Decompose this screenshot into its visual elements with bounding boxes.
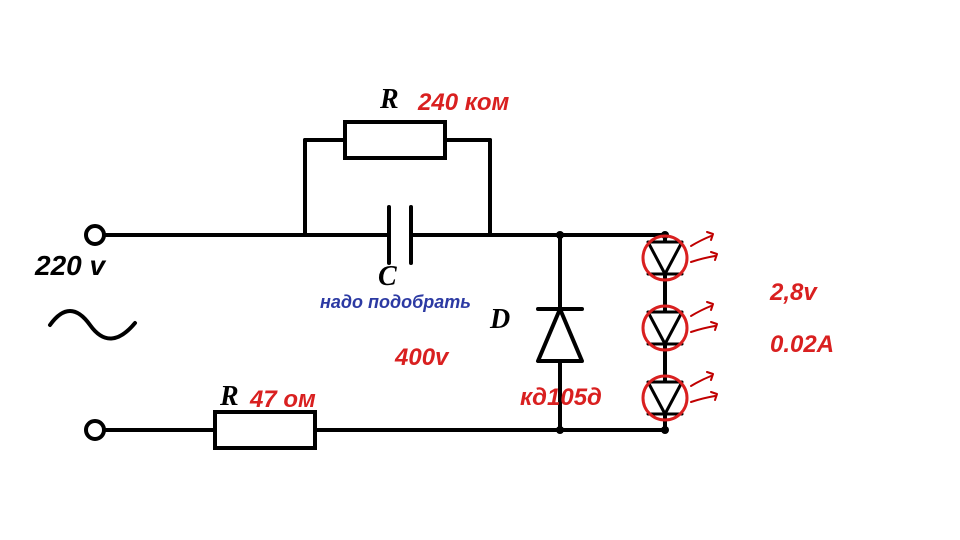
label-r-top-value: 240 ком [417, 89, 510, 116]
label-c-note: надо подобрать [320, 292, 471, 312]
label-r-bot-value: 47 ом [249, 386, 316, 413]
label-input-voltage: 220 v [34, 250, 106, 281]
label-c: C [378, 261, 397, 292]
label-r-bot: R [219, 381, 239, 412]
label-r-top: R [379, 84, 399, 115]
label-led-current: 0.02A [770, 331, 834, 358]
label-d-voltage: 400v [394, 344, 450, 371]
label-d-part: кд105д [520, 384, 602, 411]
label-d: D [489, 304, 510, 335]
circuit-diagram: 220 v R 240 ком Cнадо подобрать D 400v кд105д R… [0, 0, 960, 540]
label-led-voltage: 2,8v [769, 279, 818, 306]
